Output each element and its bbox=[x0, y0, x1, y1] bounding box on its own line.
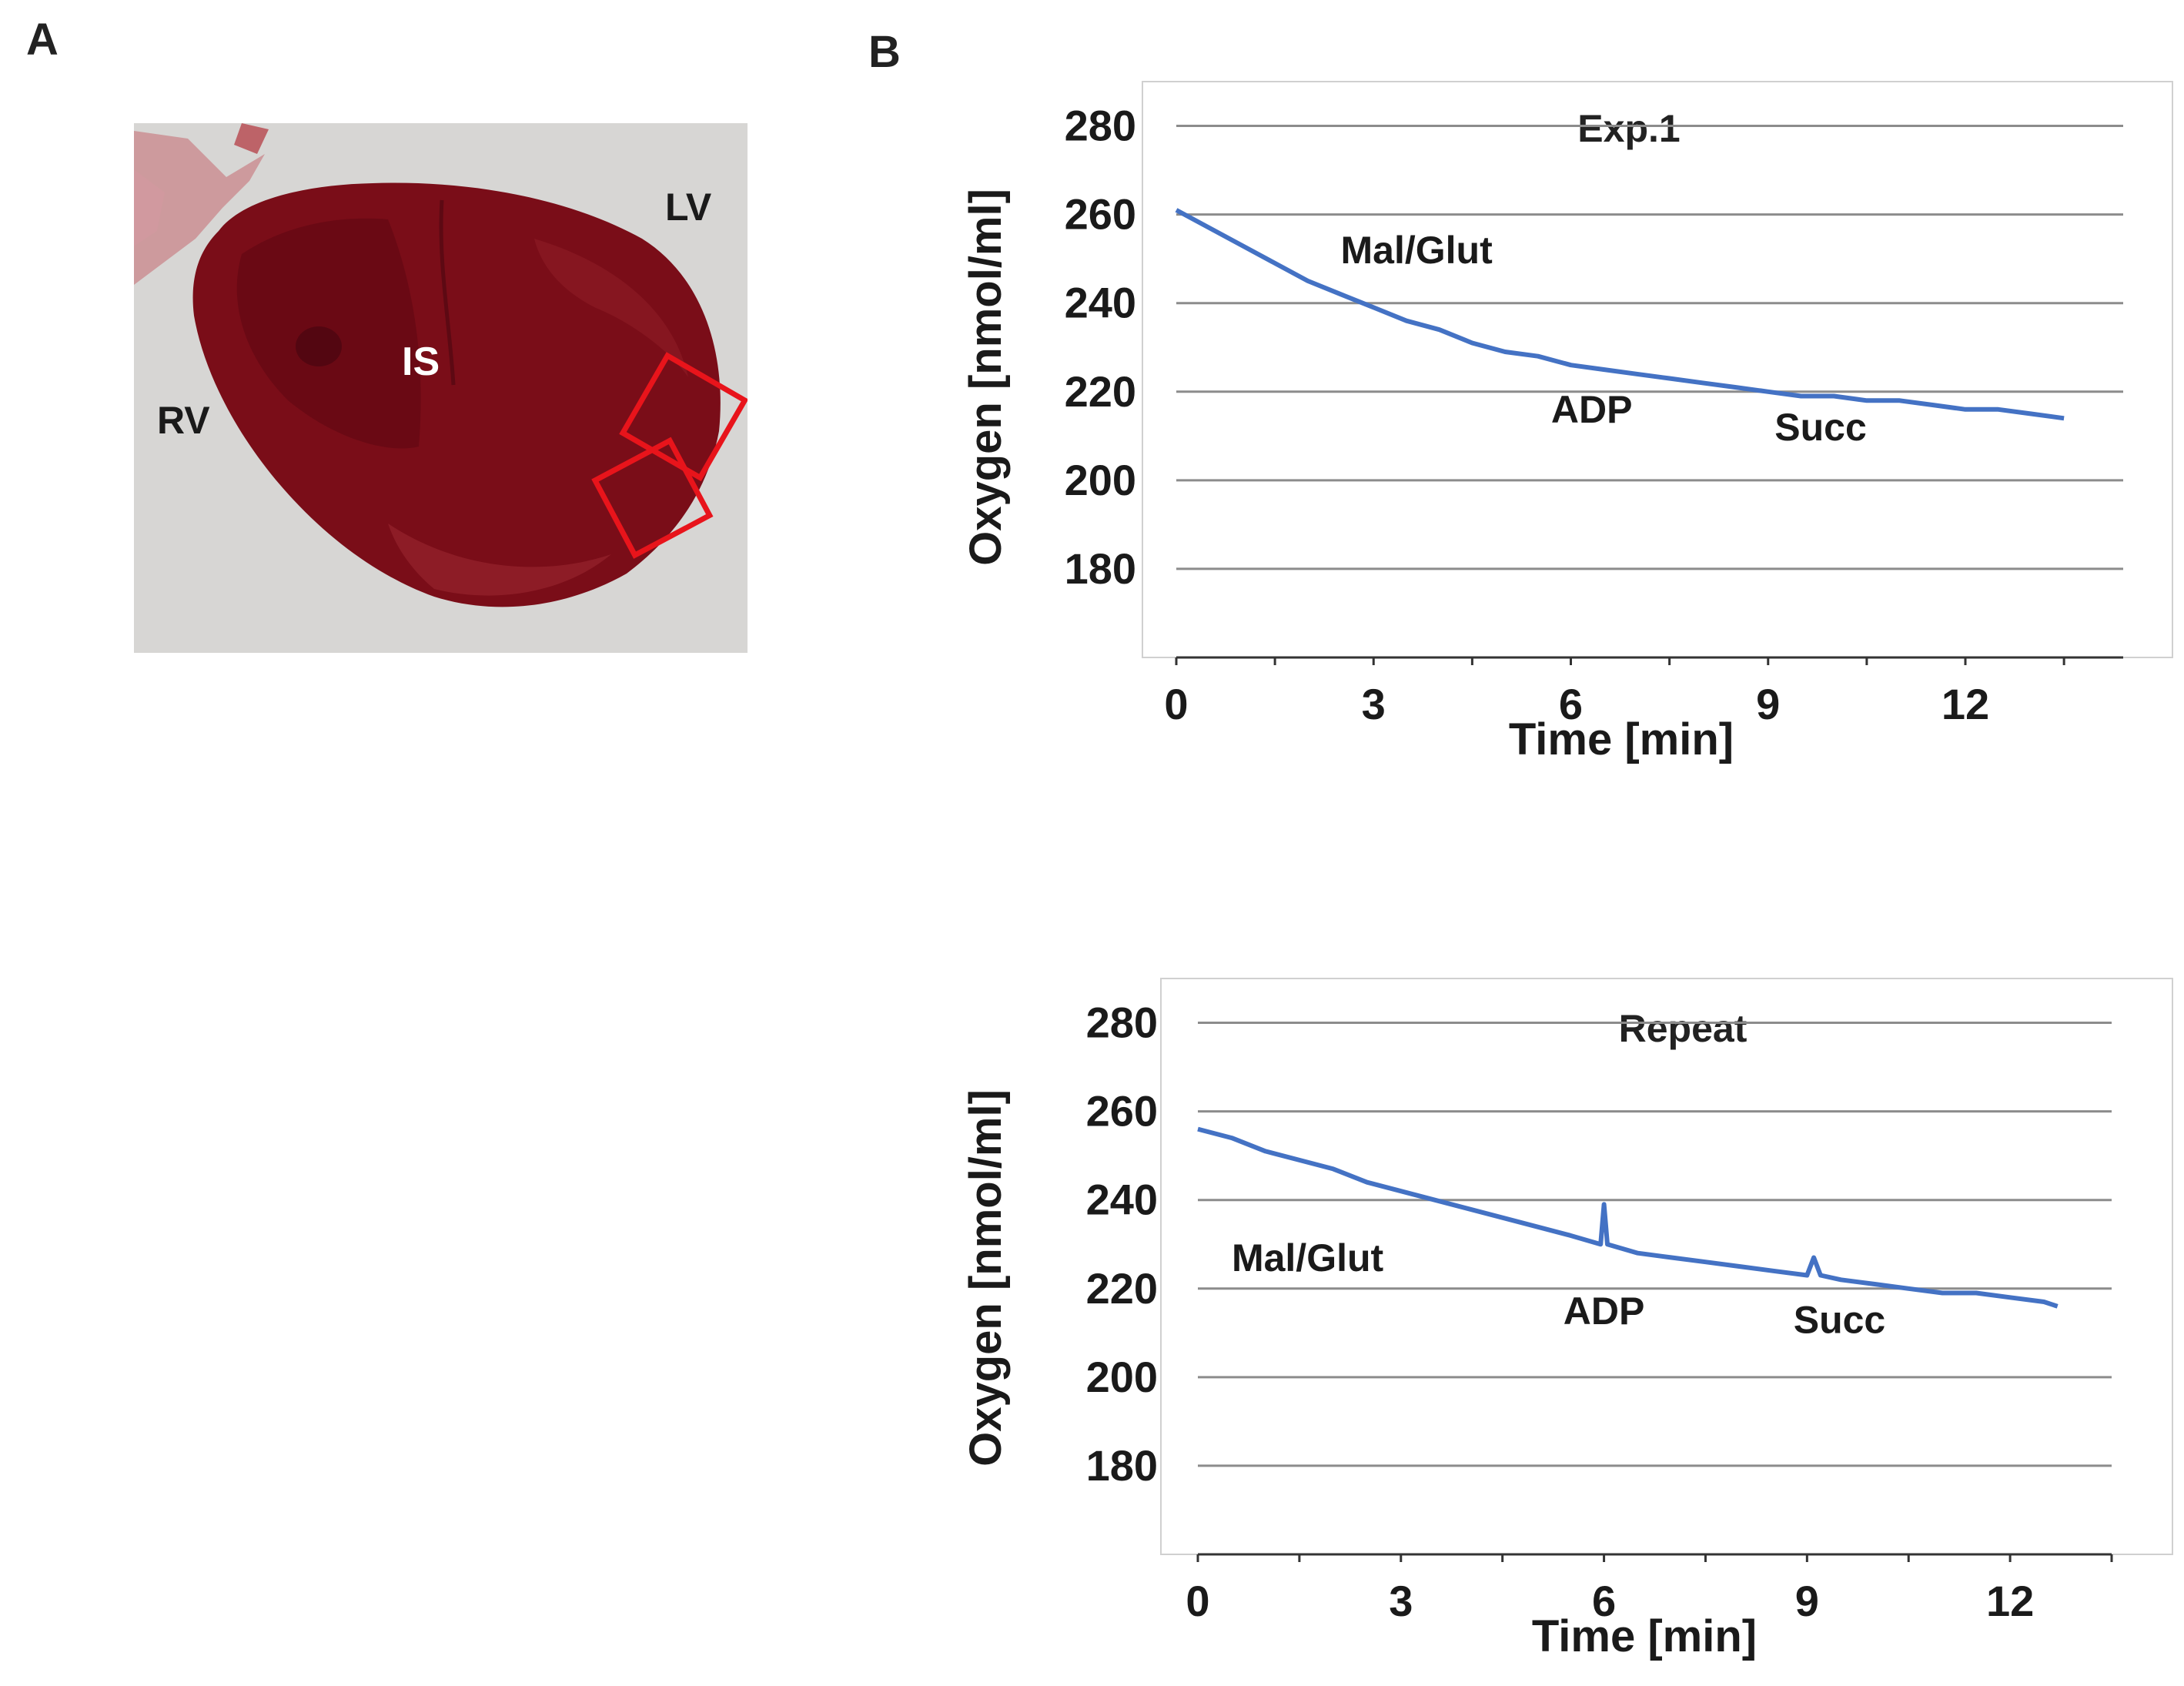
label-is: IS bbox=[402, 340, 440, 384]
y-tick-label: 280 bbox=[1065, 102, 1136, 150]
label-rv: RV bbox=[157, 399, 210, 442]
y-tick-label: 240 bbox=[1065, 279, 1136, 327]
y-tick-label: 180 bbox=[1065, 544, 1136, 593]
annotation-label: Mal/Glut bbox=[1341, 229, 1493, 272]
annotation-label: ADP bbox=[1551, 388, 1633, 431]
heart-tissue-highlight bbox=[388, 524, 611, 596]
x-tick-label: 12 bbox=[1986, 1577, 2034, 1625]
chart-repeat: Repeat Oxygen [nmol/ml] Time [min] 180 20… bbox=[938, 974, 2177, 1682]
y-tick-label: 200 bbox=[1086, 1353, 1158, 1401]
x-tick-label: 3 bbox=[1362, 680, 1386, 728]
y-tick-label: 260 bbox=[1086, 1087, 1158, 1136]
panel-a-label: A bbox=[26, 15, 59, 65]
series-line bbox=[1175, 208, 2065, 421]
x-tick-label: 0 bbox=[1186, 1577, 1209, 1625]
x-tick-label: 6 bbox=[1559, 680, 1583, 728]
chart-exp1: Exp.1 Oxygen [nmol/ml] Time [min] 180 200… bbox=[938, 77, 2177, 785]
x-tick-label: 9 bbox=[1795, 1577, 1819, 1625]
sample-box bbox=[591, 437, 714, 559]
sample-box bbox=[619, 352, 749, 482]
x-axis-label: Time [min] bbox=[1532, 1611, 1757, 1661]
blood-smear bbox=[134, 131, 265, 285]
x-tick-label: 0 bbox=[1164, 680, 1188, 728]
blood-smear bbox=[234, 123, 269, 154]
y-tick-label: 220 bbox=[1086, 1264, 1158, 1313]
chart-title: Exp.1 bbox=[1577, 107, 1680, 150]
annotation-label: ADP bbox=[1564, 1290, 1645, 1333]
y-tick-label: 280 bbox=[1086, 999, 1158, 1047]
panel-b-label: B bbox=[868, 27, 901, 77]
annotation-label: Succ bbox=[1774, 406, 1867, 449]
series-line bbox=[1197, 1126, 2059, 1309]
heart-section-photo: LV RV IS bbox=[134, 123, 749, 653]
y-tick-label: 260 bbox=[1065, 190, 1136, 239]
y-axis-label: Oxygen [nmol/ml] bbox=[961, 189, 1011, 566]
heart-tissue-highlight bbox=[534, 239, 688, 377]
label-lv: LV bbox=[665, 186, 712, 229]
y-tick-label: 220 bbox=[1065, 367, 1136, 416]
blood-smear bbox=[134, 169, 165, 246]
chart-title: Repeat bbox=[1619, 1007, 1748, 1050]
annotation-label: Mal/Glut bbox=[1232, 1236, 1384, 1280]
x-axis-label: Time [min] bbox=[1509, 714, 1734, 764]
cavity-mark bbox=[296, 326, 342, 366]
x-tick-label: 3 bbox=[1389, 1577, 1413, 1625]
y-tick-label: 180 bbox=[1086, 1441, 1158, 1490]
septum-line bbox=[439, 199, 456, 386]
annotation-label: Succ bbox=[1794, 1298, 1886, 1341]
y-tick-label: 200 bbox=[1065, 456, 1136, 504]
x-tick-label: 9 bbox=[1756, 680, 1780, 728]
plot-frame bbox=[1142, 81, 2173, 658]
x-tick-label: 12 bbox=[1942, 680, 1989, 728]
y-axis-label: Oxygen [nmol/ml] bbox=[961, 1089, 1011, 1467]
x-tick-label: 6 bbox=[1592, 1577, 1616, 1625]
y-tick-label: 240 bbox=[1086, 1176, 1158, 1224]
